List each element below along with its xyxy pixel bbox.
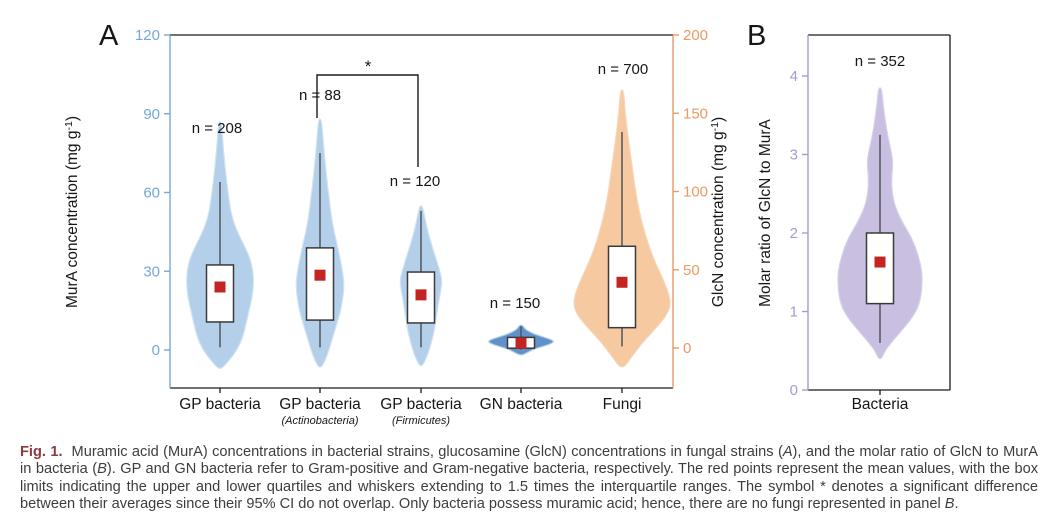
left-tick-label: 90 [143, 106, 160, 123]
n-label-gp-bacteria: n = 208 [192, 120, 242, 137]
category-label: GP bacteria [179, 396, 261, 413]
category-label: Fungi [603, 396, 642, 413]
caption-text: A [782, 444, 793, 460]
box-gp-bacteria [205, 264, 235, 323]
n-label-gn-bacteria: n = 150 [490, 295, 540, 312]
n-label-fungi: n = 700 [598, 61, 648, 78]
caption-text: ), and the molar ratio of GlcN to MurA i… [20, 444, 1039, 478]
right-tick-label: 200 [683, 27, 708, 44]
right-tick-label: 100 [683, 184, 708, 201]
significance-asterisk: * [365, 57, 372, 76]
left-tick-label: 1 [790, 304, 798, 321]
right-axis-title: GlcN concentration (mg g-1) [709, 117, 727, 307]
category-label: GN bacteria [480, 396, 563, 413]
box-bacteria [865, 232, 895, 305]
caption-text: Muramic acid (MurA) concentrations in ba… [71, 444, 783, 460]
n-label-bacteria: n = 352 [855, 53, 905, 70]
left-tick-label: 3 [790, 147, 798, 164]
right-tick-label: 0 [683, 340, 691, 357]
mean-marker-gp-bacteria-firmicutes [415, 289, 427, 301]
category-label: GP bacteria [279, 396, 361, 413]
category-sub-label: (Actinobacteria) [281, 415, 358, 427]
right-axis-ticks: 0 50 100 150 200 [673, 27, 708, 357]
left-axis-title: Molar ratio of GlcN to MurA [757, 118, 774, 306]
mean-marker-gp-bacteria [214, 281, 226, 293]
mean-marker-gp-bacteria-actinobacteria [314, 269, 326, 281]
significance-bracket [316, 74, 419, 167]
left-axis-ticks: 0 30 60 90 120 [135, 27, 170, 359]
category-label: Bacteria [852, 396, 909, 413]
right-tick-label: 50 [683, 262, 700, 279]
box-gp-bacteria-actinobacteria [305, 247, 335, 321]
caption-text: B [97, 461, 107, 478]
figure-caption: Fig. 1. Muramic acid (MurA) concentration… [20, 444, 1038, 513]
n-label-gp-bacteria-actinobacteria: n = 88 [299, 87, 341, 104]
left-tick-label: 60 [143, 185, 160, 202]
category-label: GP bacteria [380, 396, 462, 413]
right-tick-label: 150 [683, 105, 708, 122]
panel-b-label: B [747, 20, 767, 52]
mean-marker-fungi [616, 276, 628, 288]
left-tick-label: 0 [152, 342, 160, 359]
caption-text: B [944, 495, 955, 512]
left-tick-label: 2 [790, 225, 798, 242]
mean-marker-gn-bacteria [515, 337, 527, 349]
left-tick-label: 4 [790, 68, 798, 85]
n-label-gp-bacteria-firmicutes: n = 120 [390, 173, 440, 190]
mean-marker-bacteria [874, 256, 886, 268]
caption-text: ). GP and GN bacteria refer to Gram-posi… [20, 461, 1038, 512]
left-axis-title: MurA concentration (mg g-1) [63, 116, 81, 308]
caption-text: . [954, 495, 959, 512]
left-tick-label: 30 [143, 263, 160, 280]
category-sub-label: (Firmicutes) [392, 415, 450, 427]
left-tick-label: 120 [135, 27, 160, 44]
left-axis-ticks: 0 1 2 3 4 [790, 68, 808, 399]
caption-fig-label: Fig. 1. [20, 444, 63, 460]
left-tick-label: 0 [790, 382, 798, 399]
panel-a-label: A [99, 20, 119, 52]
